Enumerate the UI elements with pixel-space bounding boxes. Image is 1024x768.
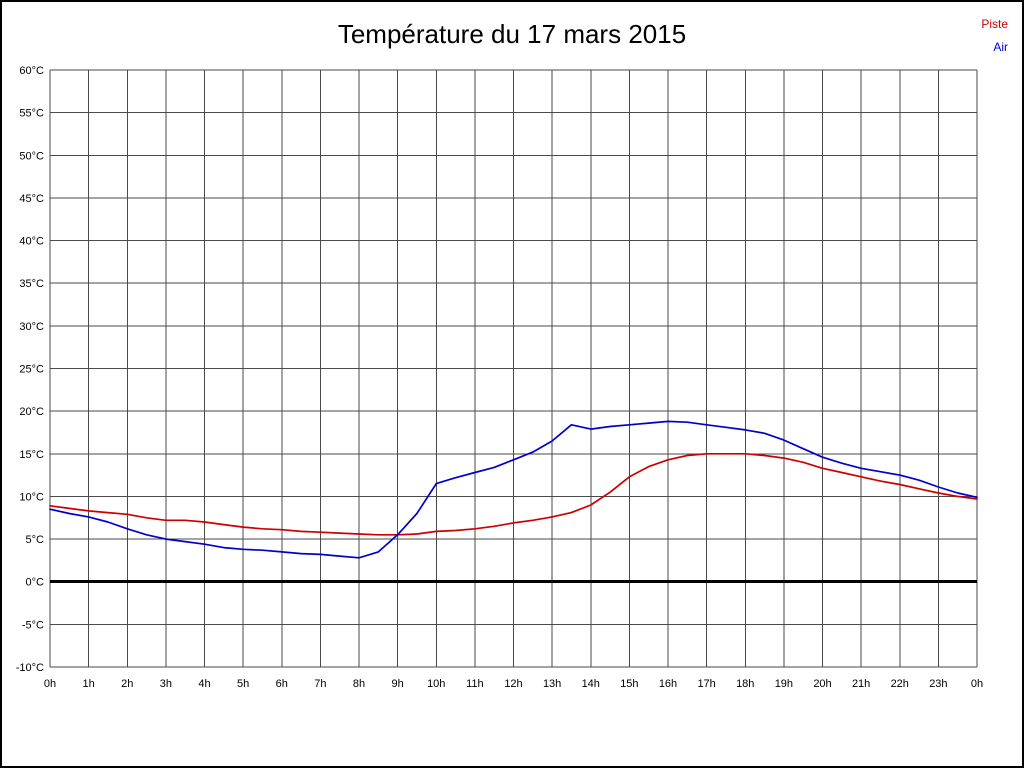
x-axis-tick-label: 21h [852,678,870,690]
x-axis-tick-label: 3h [160,678,172,690]
series-line-air [49,420,978,559]
x-axis-tick-label: 4h [198,678,210,690]
y-axis-tick-label: -5°C [22,619,44,631]
y-axis-tick-label: 10°C [19,491,44,503]
y-axis-tick-label: 25°C [19,364,44,376]
x-axis-tick-label: 0h [44,678,56,690]
x-axis-tick-label: 15h [620,678,638,690]
x-axis-tick-label: 12h [504,678,522,690]
chart-title: Température du 17 mars 2015 [337,19,687,49]
x-axis-tick-label: 23h [929,678,947,690]
x-axis-tick-label: 22h [891,678,909,690]
x-axis-tick-label: 9h [392,678,404,690]
x-axis-tick-label: 18h [736,678,754,690]
y-axis-tick-label: 0°C [26,577,45,589]
x-axis-tick-label: 8h [353,678,365,690]
x-axis-tick-label: 17h [697,678,715,690]
y-axis-tick-label: 30°C [19,321,44,333]
series-line-piste [49,452,978,536]
x-axis-tick-label: 13h [543,678,561,690]
y-axis-tick-label: 50°C [19,150,44,162]
x-axis-tick-label: 20h [813,678,831,690]
y-axis-tick-label: 60°C [19,65,44,77]
legend-air: Air [993,40,1008,54]
x-axis-tick-label: 6h [276,678,288,690]
y-axis-tick-label: 5°C [26,534,45,546]
x-axis-tick-label: 5h [237,678,249,690]
x-axis-tick-label: 14h [582,678,600,690]
x-axis-tick-label: 1h [83,678,95,690]
y-axis-tick-label: 55°C [19,108,44,120]
y-axis-tick-label: 40°C [19,236,44,248]
legend: Piste Air [981,13,1008,59]
y-axis-tick-label: 15°C [19,449,44,461]
x-axis-tick-label: 16h [659,678,677,690]
x-axis-tick-label: 19h [775,678,793,690]
y-axis-tick-label: 35°C [19,278,44,290]
y-axis-tick-label: 45°C [19,193,44,205]
x-axis-tick-label: 10h [427,678,445,690]
legend-piste: Piste [981,17,1008,31]
x-axis-tick-label: 7h [314,678,326,690]
y-axis-tick-label: 20°C [19,406,44,418]
x-axis-tick-label: 2h [121,678,133,690]
x-axis-tick-label: 11h [466,678,484,690]
y-axis-tick-label: -10°C [16,662,44,674]
x-axis-tick-label: 0h [971,678,983,690]
